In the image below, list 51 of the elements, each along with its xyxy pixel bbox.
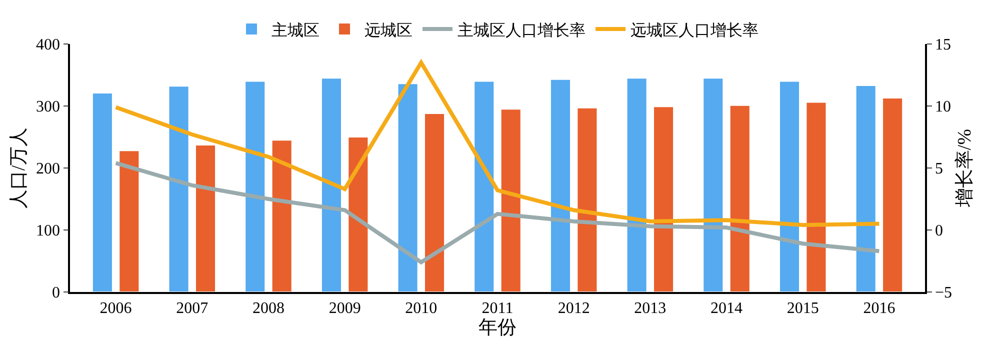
x-axis-title: 年份 xyxy=(478,317,516,338)
line-series xyxy=(114,161,882,264)
legend-label: 主城区人口增长率 xyxy=(458,21,586,40)
y2-tick-label: 0 xyxy=(934,222,943,240)
x-tick-label: 2014 xyxy=(710,300,743,317)
bar xyxy=(653,106,674,292)
bar xyxy=(882,97,904,292)
bar xyxy=(194,144,216,292)
bar xyxy=(500,108,522,292)
x-tick-label: 2010 xyxy=(405,300,438,317)
bar xyxy=(92,92,113,292)
bar xyxy=(576,107,598,292)
x-tick-label: 2015 xyxy=(786,300,819,317)
x-tick-label: 2013 xyxy=(634,300,666,317)
y2-tick-label: 5 xyxy=(934,160,943,178)
bar xyxy=(397,83,418,292)
x-tick-label: 2011 xyxy=(482,300,514,317)
bar xyxy=(474,80,495,292)
x-tick-label: 2012 xyxy=(558,300,590,317)
x-tick-label: 2016 xyxy=(863,300,896,317)
bar xyxy=(702,78,724,292)
y2-tick-label: 15 xyxy=(934,36,951,54)
bar xyxy=(348,136,369,292)
y-tick-label: 0 xyxy=(52,284,60,302)
legend-label: 远城区人口增长率 xyxy=(630,21,758,40)
y2-axis-title: 增长率/% xyxy=(953,128,976,208)
y-tick-label: 300 xyxy=(36,98,60,116)
y-axis-title: 人口/万人 xyxy=(8,127,30,209)
bar xyxy=(320,78,342,292)
bar xyxy=(118,150,140,292)
bar xyxy=(424,112,446,292)
bar xyxy=(626,78,648,292)
bar xyxy=(855,85,876,292)
y2-tick-label: −5 xyxy=(934,284,952,302)
bar xyxy=(271,140,292,292)
x-tick-label: 2006 xyxy=(100,300,132,317)
y-tick-label: 100 xyxy=(36,222,60,240)
bar xyxy=(778,80,800,292)
bar xyxy=(806,102,827,292)
x-tick-label: 2007 xyxy=(176,300,208,317)
bar xyxy=(168,86,190,292)
legend-label: 主城区 xyxy=(272,21,320,40)
bar xyxy=(729,104,750,292)
y2-tick-label: 10 xyxy=(934,98,951,116)
bar xyxy=(244,80,266,292)
bar xyxy=(550,78,571,292)
y-tick-label: 400 xyxy=(36,36,60,54)
legend-label: 远城区 xyxy=(364,21,412,40)
x-tick-label: 2008 xyxy=(252,300,284,317)
x-tick-label: 2009 xyxy=(328,300,361,317)
y-tick-label: 200 xyxy=(36,160,60,178)
